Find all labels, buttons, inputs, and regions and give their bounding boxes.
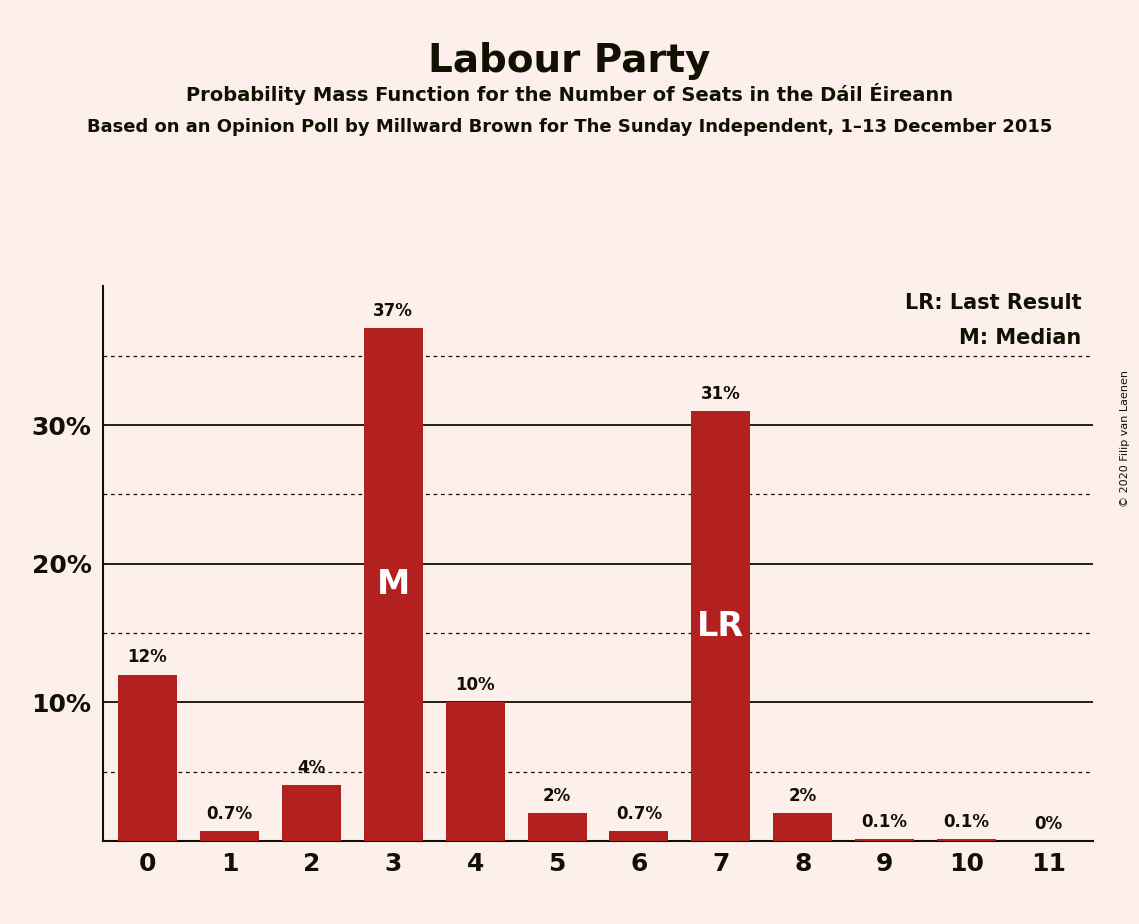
Bar [691,411,751,841]
Text: 0%: 0% [1034,815,1063,833]
Text: LR: Last Result: LR: Last Result [904,294,1081,313]
Text: 31%: 31% [700,385,740,403]
Text: 0.7%: 0.7% [616,805,662,822]
Text: M: Median: M: Median [959,328,1081,348]
Text: 10%: 10% [456,676,495,694]
Text: 0.1%: 0.1% [861,813,908,832]
Text: Labour Party: Labour Party [428,42,711,79]
Text: 4%: 4% [297,760,326,777]
Text: Probability Mass Function for the Number of Seats in the Dáil Éireann: Probability Mass Function for the Number… [186,83,953,105]
Bar [609,832,669,841]
Text: 0.1%: 0.1% [943,813,990,832]
Text: © 2020 Filip van Laenen: © 2020 Filip van Laenen [1121,370,1130,506]
Bar [445,702,505,841]
Bar [200,832,259,841]
Text: LR: LR [697,610,745,642]
Text: M: M [377,568,410,601]
Text: 2%: 2% [543,787,571,805]
Bar [855,839,915,841]
Bar [118,675,177,841]
Bar [773,813,833,841]
Text: Based on an Opinion Poll by Millward Brown for The Sunday Independent, 1–13 Dece: Based on an Opinion Poll by Millward Bro… [87,118,1052,136]
Bar [363,328,423,841]
Text: 0.7%: 0.7% [206,805,253,822]
Bar [281,785,341,841]
Text: 2%: 2% [788,787,817,805]
Text: 37%: 37% [374,302,413,320]
Bar [527,813,587,841]
Text: 12%: 12% [128,649,167,666]
Bar [937,839,995,841]
